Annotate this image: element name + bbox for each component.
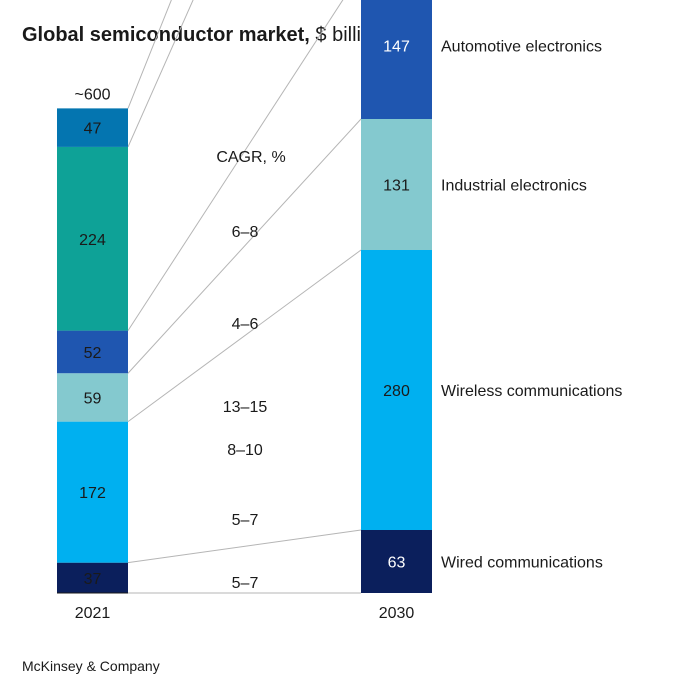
cagr-value: 13–15 bbox=[223, 399, 268, 416]
cagr-value: 5–7 bbox=[232, 575, 259, 592]
data-label-2021: 47 bbox=[84, 121, 102, 138]
bar-segment-2021 bbox=[57, 108, 128, 147]
series-label: Wired communications bbox=[441, 555, 603, 572]
series-label: Industrial electronics bbox=[441, 178, 587, 195]
series-label: Automotive electronics bbox=[441, 39, 602, 56]
category-label-2030: 2030 bbox=[379, 605, 415, 622]
data-label-2030: 63 bbox=[388, 555, 406, 572]
bar-segment-2030 bbox=[361, 119, 432, 250]
connector-line bbox=[127, 529, 362, 564]
connector-line bbox=[127, 249, 362, 423]
cagr-header: CAGR, % bbox=[216, 149, 285, 166]
source-credit: McKinsey & Company bbox=[22, 658, 160, 674]
data-label-2030: 280 bbox=[383, 383, 410, 400]
bar-segment-2030 bbox=[361, 250, 432, 530]
connector-line bbox=[127, 0, 194, 148]
cagr-value: 4–6 bbox=[232, 316, 259, 333]
cagr-value: 5–7 bbox=[232, 512, 259, 529]
data-label-2021: 172 bbox=[79, 485, 106, 502]
cagr-value: 6–8 bbox=[232, 224, 259, 241]
bar-segment-2021 bbox=[57, 330, 128, 374]
data-label-2021: 52 bbox=[84, 345, 102, 362]
connector-line bbox=[127, 0, 344, 331]
data-label-2021: 224 bbox=[79, 232, 106, 249]
data-label-2030: 131 bbox=[383, 178, 410, 195]
connector-line bbox=[127, 0, 172, 109]
bar-segment-2021 bbox=[57, 421, 128, 563]
cagr-value: 8–10 bbox=[227, 442, 263, 459]
category-label-2021: 2021 bbox=[75, 605, 111, 622]
connector-line bbox=[127, 118, 362, 374]
chart-title-main: Global semiconductor market, bbox=[22, 24, 310, 46]
series-label: Wireless communications bbox=[441, 383, 622, 400]
bar-segment-2021 bbox=[57, 562, 128, 593]
bar-segment-2021 bbox=[57, 373, 128, 422]
total-label-2021: ~600 bbox=[74, 86, 110, 103]
bar-segment-2030 bbox=[361, 0, 432, 119]
data-label-2021: 59 bbox=[84, 390, 102, 407]
data-label-2021: 37 bbox=[84, 571, 102, 588]
bar-segment-2021 bbox=[57, 146, 128, 331]
bar-segment-2030 bbox=[361, 530, 432, 593]
data-label-2030: 147 bbox=[383, 39, 410, 56]
